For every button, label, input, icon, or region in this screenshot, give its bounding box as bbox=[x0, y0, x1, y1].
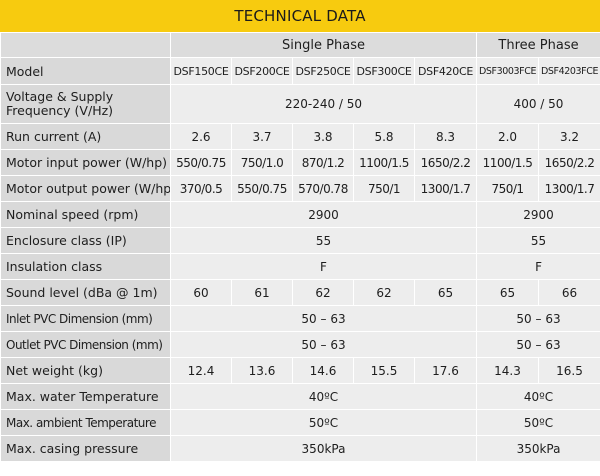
model-cell: DSF200CE bbox=[231, 57, 293, 85]
row-label: Max. ambient Temperature bbox=[0, 409, 171, 436]
row-label: Insulation class bbox=[0, 253, 171, 280]
row-label: Inlet PVC Dimension (mm) bbox=[0, 305, 171, 332]
single-phase-value: 350kPa bbox=[169, 435, 478, 462]
value-cell: 62 bbox=[292, 279, 354, 306]
table-row-sound-level: Sound level (dBa @ 1m) 60 61 62 62 65 65… bbox=[0, 279, 600, 306]
value-cell: 15.5 bbox=[353, 357, 415, 384]
model-cell: DSF3003FCE bbox=[476, 57, 540, 85]
value-cell: 550/0.75 bbox=[170, 149, 232, 176]
single-phase-value: 50 – 63 bbox=[169, 305, 478, 332]
three-phase-value: F bbox=[476, 253, 600, 280]
table-row-voltage: Voltage & Supply Frequency (V/Hz) 220-24… bbox=[0, 84, 600, 124]
value-cell: 61 bbox=[231, 279, 293, 306]
value-cell: 3.7 bbox=[231, 123, 293, 150]
table-row-insulation: Insulation class F F bbox=[0, 253, 600, 280]
page-title: TECHNICAL DATA bbox=[0, 0, 600, 32]
value-cell: 1100/1.5 bbox=[353, 149, 415, 176]
row-label: Outlet PVC Dimension (mm) bbox=[0, 331, 171, 358]
row-label: Sound level (dBa @ 1m) bbox=[0, 279, 171, 306]
value-cell: 2.0 bbox=[476, 123, 540, 150]
row-label: Voltage & Supply Frequency (V/Hz) bbox=[0, 84, 171, 124]
value-cell: 65 bbox=[413, 279, 478, 306]
model-cell: DSF4203FCE bbox=[538, 57, 600, 85]
single-phase-header: Single Phase bbox=[169, 32, 478, 58]
value-cell: 66 bbox=[538, 279, 600, 306]
table-row-nominal-speed: Nominal speed (rpm) 2900 2900 bbox=[0, 201, 600, 228]
three-phase-header: Three Phase bbox=[476, 32, 600, 58]
table-row-run-current: Run current (A) 2.6 3.7 3.8 5.8 8.3 2.0 … bbox=[0, 123, 600, 150]
row-label: Model bbox=[0, 57, 171, 85]
single-phase-value: 55 bbox=[169, 227, 478, 254]
value-cell: 65 bbox=[476, 279, 540, 306]
table-row-max-water: Max. water Temperature 40ºC 40ºC bbox=[0, 383, 600, 410]
three-phase-value: 350kPa bbox=[476, 435, 600, 462]
row-label: Max. casing pressure bbox=[0, 435, 171, 462]
value-cell: 370/0.5 bbox=[170, 175, 232, 202]
value-cell: 1300/1.7 bbox=[538, 175, 600, 202]
value-cell: 1650/2.2 bbox=[538, 149, 600, 176]
value-cell: 62 bbox=[353, 279, 415, 306]
model-cell: DSF300CE bbox=[353, 57, 415, 85]
single-phase-value: 40ºC bbox=[169, 383, 478, 410]
value-cell: 2.6 bbox=[170, 123, 232, 150]
value-cell: 8.3 bbox=[413, 123, 478, 150]
three-phase-value: 40ºC bbox=[476, 383, 600, 410]
table-row-phase-header: Single Phase Three Phase bbox=[0, 32, 600, 58]
three-phase-value: 2900 bbox=[476, 201, 600, 228]
value-cell: 16.5 bbox=[538, 357, 600, 384]
table-row-motor-input: Motor input power (W/hp) 550/0.75 750/1.… bbox=[0, 149, 600, 176]
row-label: Enclosure class (IP) bbox=[0, 227, 171, 254]
value-cell: 3.2 bbox=[538, 123, 600, 150]
model-cell: DSF150CE bbox=[170, 57, 232, 85]
table-row-net-weight: Net weight (kg) 12.4 13.6 14.6 15.5 17.6… bbox=[0, 357, 600, 384]
model-cell: DSF420CE bbox=[413, 57, 478, 85]
value-cell: 750/1.0 bbox=[231, 149, 293, 176]
value-cell: 870/1.2 bbox=[292, 149, 354, 176]
three-phase-value: 55 bbox=[476, 227, 600, 254]
value-cell: 17.6 bbox=[413, 357, 478, 384]
corner-cell bbox=[0, 32, 171, 58]
row-label: Motor input power (W/hp) bbox=[0, 149, 171, 176]
single-phase-value: 50ºC bbox=[169, 409, 478, 436]
specs-table: Single Phase Three Phase Model DSF150CE … bbox=[0, 32, 600, 462]
value-cell: 5.8 bbox=[353, 123, 415, 150]
value-cell: 14.3 bbox=[476, 357, 540, 384]
three-phase-value: 50ºC bbox=[476, 409, 600, 436]
three-phase-value: 50 – 63 bbox=[476, 305, 600, 332]
single-phase-value: 50 – 63 bbox=[169, 331, 478, 358]
table-row-max-ambient: Max. ambient Temperature 50ºC 50ºC bbox=[0, 409, 600, 436]
three-phase-value: 50 – 63 bbox=[476, 331, 600, 358]
single-phase-value: F bbox=[169, 253, 478, 280]
value-cell: 1650/2.2 bbox=[413, 149, 478, 176]
value-cell: 13.6 bbox=[231, 357, 293, 384]
value-cell: 1100/1.5 bbox=[476, 149, 540, 176]
value-cell: 570/0.78 bbox=[292, 175, 354, 202]
table-row-motor-output: Motor output power (W/hp) 370/0.5 550/0.… bbox=[0, 175, 600, 202]
row-label: Motor output power (W/hp) bbox=[0, 175, 171, 202]
row-label: Run current (A) bbox=[0, 123, 171, 150]
single-phase-value: 220-240 / 50 bbox=[169, 84, 478, 124]
single-phase-value: 2900 bbox=[169, 201, 478, 228]
value-cell: 14.6 bbox=[292, 357, 354, 384]
table-row-inlet: Inlet PVC Dimension (mm) 50 – 63 50 – 63 bbox=[0, 305, 600, 332]
table-row-model: Model DSF150CE DSF200CE DSF250CE DSF300C… bbox=[0, 57, 600, 85]
row-label: Max. water Temperature bbox=[0, 383, 171, 410]
row-label: Nominal speed (rpm) bbox=[0, 201, 171, 228]
table-row-enclosure: Enclosure class (IP) 55 55 bbox=[0, 227, 600, 254]
value-cell: 550/0.75 bbox=[231, 175, 293, 202]
table-row-max-casing: Max. casing pressure 350kPa 350kPa bbox=[0, 435, 600, 462]
row-label: Net weight (kg) bbox=[0, 357, 171, 384]
value-cell: 1300/1.7 bbox=[413, 175, 478, 202]
value-cell: 60 bbox=[170, 279, 232, 306]
value-cell: 750/1 bbox=[353, 175, 415, 202]
table-row-outlet: Outlet PVC Dimension (mm) 50 – 63 50 – 6… bbox=[0, 331, 600, 358]
value-cell: 750/1 bbox=[476, 175, 540, 202]
model-cell: DSF250CE bbox=[292, 57, 354, 85]
three-phase-value: 400 / 50 bbox=[476, 84, 600, 124]
value-cell: 12.4 bbox=[170, 357, 232, 384]
value-cell: 3.8 bbox=[292, 123, 354, 150]
